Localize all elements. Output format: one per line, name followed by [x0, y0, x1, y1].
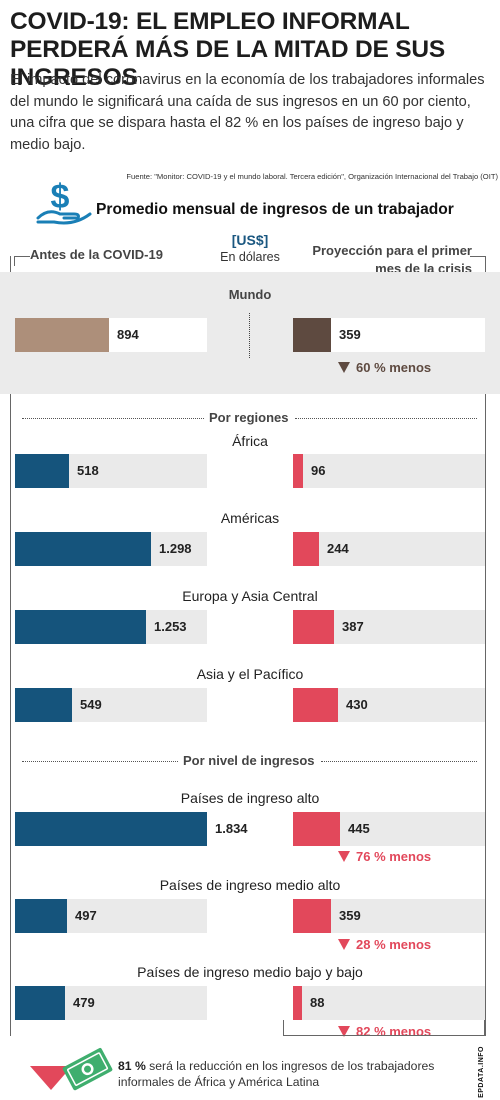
bar-track-before-asia-y-el-pacifico: 549 — [15, 688, 207, 722]
bar-before-europa-y-asia-central — [15, 610, 146, 644]
footer-highlight: 81 % — [118, 1059, 146, 1073]
brand-logo: EPDATA.INFO — [474, 1046, 494, 1098]
bar-after-paises-de-ingreso-medio-bajo-y-bajo — [293, 986, 302, 1020]
world-divider — [249, 313, 250, 358]
bar-after-europa-y-asia-central — [293, 610, 334, 644]
bar-track-after-paises-de-ingreso-medio-alto: 359 — [293, 899, 485, 933]
left-column-bracket — [14, 256, 30, 266]
reduction-text-paises-de-ingreso-alto: 76 % menos — [356, 849, 432, 864]
bar-track-before-europa-y-asia-central: 1.253 — [15, 610, 207, 644]
value-before-paises-de-ingreso-medio-bajo-y-bajo: 479 — [73, 995, 95, 1010]
value-after-europa-y-asia-central: 387 — [342, 619, 364, 634]
bar-track-before-paises-de-ingreso-medio-alto: 497 — [15, 899, 207, 933]
bar-after-paises-de-ingreso-alto — [293, 812, 340, 846]
bar-before-paises-de-ingreso-medio-alto — [15, 899, 67, 933]
page-title: COVID-19: EL EMPLEO INFORMAL PERDERÁ MÁS… — [10, 8, 446, 91]
value-after-paises-de-ingreso-alto: 445 — [348, 821, 370, 836]
value-before-europa-y-asia-central: 1.253 — [154, 619, 187, 634]
reduction-label-paises-de-ingreso-alto: 76 % menos — [338, 849, 431, 864]
bar-after-asia-y-el-pacifico — [293, 688, 338, 722]
bar-before-paises-de-ingreso-alto — [15, 812, 207, 846]
value-before-americas: 1.298 — [159, 541, 192, 556]
value-after-africa: 96 — [311, 463, 326, 478]
reduction-label-mundo: 60 % menos — [338, 360, 431, 375]
value-after-mundo: 359 — [339, 327, 361, 342]
category-label-asia-pacific: Asia y el Pacífico — [196, 666, 304, 682]
right-frame-bottom — [283, 1020, 485, 1036]
bar-track-before-americas: 1.298 — [15, 532, 207, 566]
source-note: Fuente: "Monitor: COVID-19 y el mundo la… — [126, 172, 498, 181]
unit-label: [US$] En dólares — [200, 232, 300, 264]
reduction-label-paises-de-ingreso-medio-alto: 28 % menos — [338, 937, 431, 952]
world-label: Mundo — [228, 287, 272, 302]
bar-before-paises-de-ingreso-medio-bajo-y-bajo — [15, 986, 65, 1020]
bar-before-asia-y-el-pacifico — [15, 688, 72, 722]
bar-after-africa — [293, 454, 303, 488]
right-column-bracket — [470, 256, 486, 266]
svg-text:$: $ — [51, 178, 70, 216]
income-rule-left — [22, 761, 178, 762]
category-label-americas: Américas — [220, 510, 280, 526]
unit-main: [US$] — [231, 232, 269, 248]
dollar-hand-icon: $ — [36, 178, 92, 225]
bar-track-before-paises-de-ingreso-alto: 1.834 — [15, 812, 248, 846]
bar-before-americas — [15, 532, 151, 566]
reduction-text-mundo: 60 % menos — [356, 360, 432, 375]
bar-track-after-mundo: 359 — [293, 318, 485, 352]
category-label-lower-middle-low-income: Países de ingreso medio bajo y bajo — [137, 964, 363, 980]
down-triangle-icon — [338, 939, 350, 951]
category-label-high-income: Países de ingreso alto — [180, 790, 320, 806]
value-after-paises-de-ingreso-medio-bajo-y-bajo: 88 — [310, 995, 325, 1010]
bar-track-after-paises-de-ingreso-alto: 445 — [293, 812, 485, 846]
bar-track-before-africa: 518 — [15, 454, 207, 488]
bar-after-paises-de-ingreso-medio-alto — [293, 899, 331, 933]
intro-text: El impacto del coronavirus en la economí… — [10, 72, 485, 153]
left-frame-line — [10, 256, 11, 1036]
category-label-africa: África — [232, 433, 268, 449]
value-after-asia-y-el-pacifico: 430 — [346, 697, 368, 712]
value-before-mundo: 894 — [117, 327, 139, 342]
value-before-africa: 518 — [77, 463, 99, 478]
bar-track-after-americas: 244 — [293, 532, 485, 566]
regions-rule-right — [295, 418, 477, 419]
bar-before-africa — [15, 454, 69, 488]
down-triangle-icon — [338, 362, 350, 374]
money-bill-down-arrow-icon — [30, 1048, 113, 1091]
right-frame-line — [485, 256, 486, 1036]
section-income-title: Por nivel de ingresos — [183, 753, 315, 768]
footer-note: 81 % será la reducción en los ingresos d… — [118, 1058, 448, 1090]
bar-track-after-europa-y-asia-central: 387 — [293, 610, 485, 644]
unit-sub: En dólares — [220, 250, 280, 264]
value-before-paises-de-ingreso-medio-alto: 497 — [75, 908, 97, 923]
bar-track-after-asia-y-el-pacifico: 430 — [293, 688, 485, 722]
brand-text: EPDATA.INFO — [478, 1046, 485, 1098]
down-triangle-icon — [338, 851, 350, 863]
value-before-asia-y-el-pacifico: 549 — [80, 697, 102, 712]
bar-track-before-paises-de-ingreso-medio-bajo-y-bajo: 479 — [15, 986, 207, 1020]
bar-after-mundo — [293, 318, 331, 352]
bar-after-americas — [293, 532, 319, 566]
down-triangle-icon — [338, 1026, 350, 1038]
bar-track-before-mundo: 894 — [15, 318, 207, 352]
chart-subtitle: Promedio mensual de ingresos de un traba… — [96, 201, 454, 218]
section-regions-title: Por regiones — [209, 410, 289, 425]
footer-text: será la reducción en los ingresos de los… — [118, 1059, 435, 1089]
value-before-paises-de-ingreso-alto: 1.834 — [215, 821, 248, 836]
category-label-upper-middle-income: Países de ingreso medio alto — [159, 877, 341, 893]
reduction-text-paises-de-ingreso-medio-alto: 28 % menos — [356, 937, 432, 952]
bar-track-after-paises-de-ingreso-medio-bajo-y-bajo: 88 — [293, 986, 485, 1020]
regions-rule-left — [22, 418, 204, 419]
bar-before-mundo — [15, 318, 109, 352]
column-before-header: Antes de la COVID-19 — [30, 247, 163, 262]
value-after-paises-de-ingreso-medio-alto: 359 — [339, 908, 361, 923]
value-after-americas: 244 — [327, 541, 349, 556]
income-rule-right — [321, 761, 477, 762]
category-label-europe-central-asia: Europa y Asia Central — [182, 588, 318, 604]
bar-track-after-africa: 96 — [293, 454, 485, 488]
